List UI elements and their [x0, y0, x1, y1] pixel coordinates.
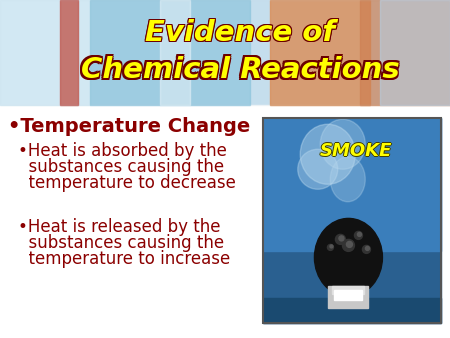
- Circle shape: [335, 234, 346, 244]
- Circle shape: [346, 241, 352, 247]
- Circle shape: [362, 245, 370, 254]
- Bar: [0, 0, 90, 105]
- Text: temperature to decrease: temperature to decrease: [18, 174, 236, 192]
- Text: SMOKE: SMOKE: [318, 142, 391, 160]
- Text: Evidence of: Evidence of: [147, 19, 337, 47]
- Text: Chemical Reactions: Chemical Reactions: [81, 56, 400, 84]
- Text: substances causing the: substances causing the: [18, 158, 224, 176]
- Bar: [0, 0, 450, 105]
- Text: Evidence of: Evidence of: [145, 21, 335, 48]
- Text: Evidence of: Evidence of: [144, 19, 333, 47]
- Circle shape: [355, 232, 362, 239]
- Bar: [263, 298, 441, 323]
- Text: temperature to increase: temperature to increase: [18, 250, 230, 268]
- Text: SMOKE: SMOKE: [320, 143, 392, 161]
- Text: Evidence of: Evidence of: [144, 18, 333, 46]
- Text: Chemical Reactions: Chemical Reactions: [82, 54, 401, 82]
- Circle shape: [328, 244, 333, 250]
- Text: Evidence of: Evidence of: [147, 18, 337, 46]
- Bar: [0, 0, 450, 105]
- Text: Chemical Reactions: Chemical Reactions: [82, 57, 401, 86]
- Text: Chemical Reactions: Chemical Reactions: [79, 56, 398, 84]
- Bar: [270, 0, 370, 105]
- Text: Chemical Reactions: Chemical Reactions: [81, 54, 400, 82]
- Bar: [380, 0, 450, 105]
- Bar: [263, 118, 441, 323]
- Text: substances causing the: substances causing the: [18, 234, 224, 252]
- Text: Chemical Reactions: Chemical Reactions: [79, 57, 398, 86]
- Ellipse shape: [330, 157, 365, 202]
- Ellipse shape: [298, 149, 338, 189]
- Bar: [160, 0, 190, 105]
- Circle shape: [339, 236, 344, 241]
- Bar: [334, 290, 362, 300]
- Text: Chemical Reactions: Chemical Reactions: [79, 54, 398, 82]
- Text: Evidence of: Evidence of: [147, 21, 337, 48]
- Circle shape: [342, 239, 355, 251]
- Text: Chemical Reactions: Chemical Reactions: [81, 57, 400, 86]
- Ellipse shape: [320, 119, 365, 169]
- Bar: [263, 118, 441, 323]
- Circle shape: [357, 233, 361, 236]
- Bar: [328, 286, 369, 308]
- Text: Chemical Reactions: Chemical Reactions: [82, 56, 401, 84]
- Text: Evidence of: Evidence of: [144, 21, 333, 48]
- Text: Evidence of: Evidence of: [145, 18, 335, 46]
- Bar: [0, 105, 450, 338]
- Bar: [360, 0, 450, 105]
- Bar: [60, 0, 78, 105]
- Ellipse shape: [315, 218, 382, 296]
- Circle shape: [330, 245, 333, 248]
- Text: SMOKE: SMOKE: [320, 141, 392, 159]
- Bar: [90, 0, 250, 105]
- Text: SMOKE: SMOKE: [320, 142, 393, 160]
- Text: SMOKE: SMOKE: [320, 142, 392, 160]
- Text: •Temperature Change: •Temperature Change: [8, 117, 250, 136]
- Bar: [333, 286, 365, 294]
- Circle shape: [365, 246, 369, 250]
- Text: •Heat is absorbed by the: •Heat is absorbed by the: [18, 142, 227, 160]
- Text: Evidence of: Evidence of: [145, 19, 335, 47]
- Text: •Heat is released by the: •Heat is released by the: [18, 218, 220, 236]
- Bar: [263, 118, 441, 251]
- Ellipse shape: [300, 124, 355, 184]
